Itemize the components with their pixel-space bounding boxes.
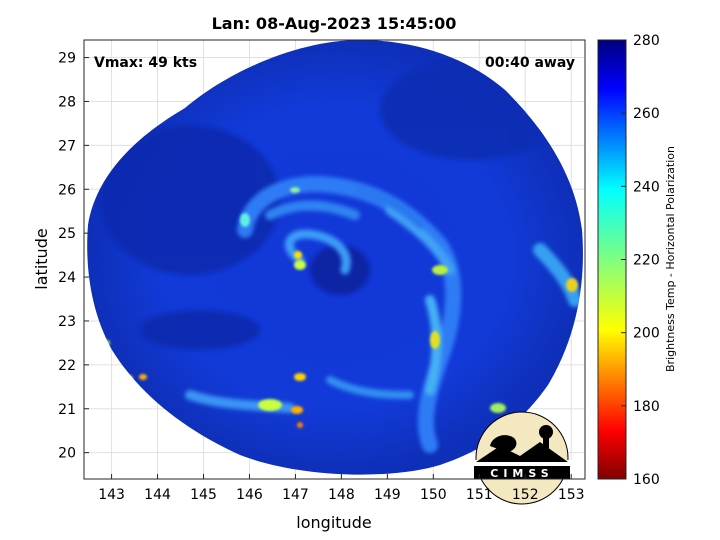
x-tick-label: 143 bbox=[98, 487, 125, 503]
x-tick-label: 147 bbox=[282, 487, 309, 503]
satellite-dish-icon bbox=[490, 435, 517, 452]
water-tower-icon bbox=[539, 425, 553, 439]
y-tick-label: 21 bbox=[58, 402, 76, 418]
colorbar-tick-label: 280 bbox=[633, 33, 660, 49]
colorbar: 160 180 200 220 240 260 280 Brightness Temp - … bbox=[597, 33, 677, 488]
x-tick-label: 150 bbox=[420, 487, 447, 503]
colorbar-tick-label: 220 bbox=[633, 253, 660, 269]
x-tick-label: 152 bbox=[512, 487, 539, 503]
x-tick-label: 146 bbox=[236, 487, 263, 503]
time-away-label: 00:40 away bbox=[485, 55, 575, 71]
y-tick-label: 24 bbox=[58, 270, 76, 286]
y-tick-label: 22 bbox=[58, 358, 76, 374]
cimss-logo-text: CIMSS bbox=[490, 467, 553, 480]
colorbar-tick-label: 200 bbox=[633, 326, 660, 342]
x-tick-label: 149 bbox=[374, 487, 401, 503]
y-axis: 20 21 22 23 24 25 26 27 28 29 bbox=[58, 51, 89, 462]
vmax-label: Vmax: 49 kts bbox=[94, 55, 197, 71]
cimss-logo: CIMSS bbox=[472, 411, 572, 505]
inner-rainband bbox=[284, 229, 351, 275]
y-tick-label: 23 bbox=[58, 314, 76, 330]
colorbar-title: Brightness Temp - Horizontal Polarizatio… bbox=[664, 146, 677, 372]
x-tick-label: 145 bbox=[190, 487, 217, 503]
y-tick-label: 25 bbox=[58, 226, 76, 242]
y-axis-title: latitude bbox=[32, 228, 51, 289]
y-tick-label: 20 bbox=[58, 446, 76, 462]
y-tick-label: 29 bbox=[58, 51, 76, 67]
chart-title: Lan: 08-Aug-2023 15:45:00 bbox=[212, 14, 457, 33]
x-tick-label: 153 bbox=[558, 487, 585, 503]
x-tick-label: 144 bbox=[144, 487, 171, 503]
x-axis: 143 144 145 146 147 148 149 150 151 152 153 bbox=[98, 474, 585, 503]
x-tick-label: 148 bbox=[328, 487, 355, 503]
colorbar-tick-label: 240 bbox=[633, 179, 660, 195]
colorbar-tick-label: 160 bbox=[633, 472, 660, 488]
y-tick-label: 27 bbox=[58, 138, 76, 154]
x-tick-label: 151 bbox=[466, 487, 493, 503]
colorbar-tick-label: 260 bbox=[633, 106, 660, 122]
y-tick-label: 28 bbox=[58, 94, 76, 110]
y-tick-label: 26 bbox=[58, 182, 76, 198]
x-axis-title: longitude bbox=[296, 513, 371, 532]
colorbar-tick-label: 180 bbox=[633, 399, 660, 415]
brightness-swath bbox=[87, 40, 583, 475]
